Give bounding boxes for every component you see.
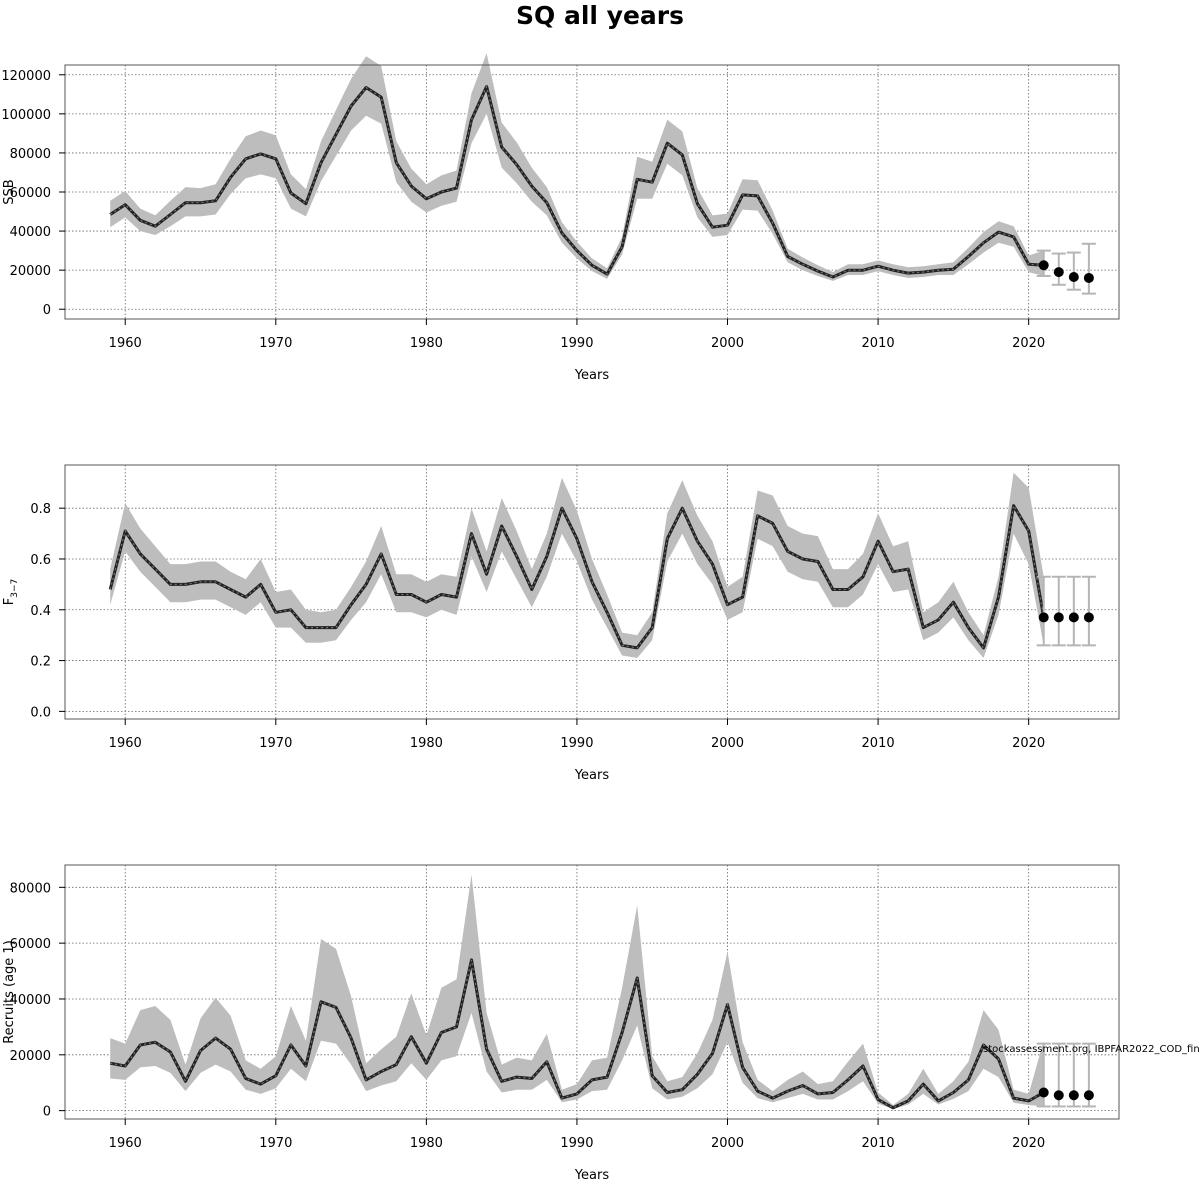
f-forecast-point <box>1038 612 1049 623</box>
f-x-tick-label: 2000 <box>711 736 744 751</box>
f-x-axis-label: Years <box>574 768 610 783</box>
f-y-tick-label: 0.6 <box>30 553 51 568</box>
f-forecast-point <box>1053 612 1064 623</box>
recruits-x-tick-label: 1970 <box>259 1136 292 1151</box>
recruits-y-tick-label: 40000 <box>10 993 51 1008</box>
f-x-tick-label: 1980 <box>410 736 443 751</box>
ssb-forecast-point <box>1068 271 1079 282</box>
recruits-forecast-point <box>1083 1090 1094 1101</box>
recruits-x-tick-label: 2010 <box>862 1136 895 1151</box>
recruits-x-tick-label: 1960 <box>109 1136 142 1151</box>
ssb-x-tick-label: 2010 <box>862 336 895 351</box>
ssb-y-tick-label: 20000 <box>10 264 51 279</box>
ssb-y-tick-label: 0 <box>43 303 51 318</box>
ssb-forecast-point <box>1038 260 1049 271</box>
recruits-plot-frame <box>64 864 1120 1120</box>
ssb-x-axis-label: Years <box>574 368 610 383</box>
ssb-forecast-point <box>1053 267 1064 278</box>
ssb-y-tick-label: 100000 <box>1 108 51 123</box>
ssb-forecast-point <box>1083 272 1094 283</box>
ssb-x-tick-label: 1960 <box>109 336 142 351</box>
ssb-y-tick-label: 120000 <box>1 69 51 84</box>
f-y-axis-label: F3−7 <box>2 579 20 605</box>
recruits-forecast-point <box>1068 1090 1079 1101</box>
chart-title: SQ all years <box>515 1 684 30</box>
recruits-x-tick-label: 2020 <box>1012 1136 1045 1151</box>
f-y-tick-label: 0.2 <box>30 655 51 670</box>
f-x-tick-label: 1960 <box>109 736 142 751</box>
f-y-tick-label: 0.8 <box>30 502 51 517</box>
f-x-tick-label: 2020 <box>1012 736 1045 751</box>
recruits-forecast-point <box>1053 1090 1064 1101</box>
f-x-tick-label: 1990 <box>560 736 593 751</box>
ssb-y-axis-label: SSB <box>2 179 17 204</box>
ssb-estimate-dotted-line <box>109 84 1044 278</box>
ssb-y-tick-label: 60000 <box>10 186 51 201</box>
ssb-y-tick-label: 80000 <box>10 147 51 162</box>
recruits-confidence-band <box>110 874 1044 1110</box>
recruits-y-tick-label: 60000 <box>10 937 51 952</box>
recruits-y-axis-label: Recruits (age 1) <box>2 940 17 1044</box>
f-forecast-point <box>1068 612 1079 623</box>
ssb-x-tick-label: 2020 <box>1012 336 1045 351</box>
recruits-forecast-point <box>1038 1087 1049 1098</box>
ssb-x-tick-label: 1990 <box>560 336 593 351</box>
ssb-y-tick-label: 40000 <box>10 225 51 240</box>
f-forecast-point <box>1083 612 1094 623</box>
ssb-x-tick-label: 1980 <box>410 336 443 351</box>
f-confidence-band <box>110 472 1044 658</box>
ssb-panel: 1960 1970 1980 1990 2000 2010 2020 0 20000 40000 6… <box>1 53 1120 383</box>
recruits-x-tick-label: 1980 <box>410 1136 443 1151</box>
recruits-estimate-dotted-line <box>110 959 1044 1109</box>
recruits-x-tick-label: 1990 <box>560 1136 593 1151</box>
recruits-y-tick-label: 20000 <box>10 1049 51 1064</box>
f-x-tick-label: 1970 <box>259 736 292 751</box>
f-estimate-dotted-line <box>109 503 1045 650</box>
recruits-y-tick-label: 0 <box>43 1105 51 1120</box>
ssb-x-tick-label: 1970 <box>259 336 292 351</box>
recruits-panel: 1960 1970 1980 1990 2000 2010 2020 0 20000 40000 6… <box>2 864 1120 1183</box>
recruits-y-tick-label: 80000 <box>10 881 51 896</box>
f-panel: 1960 1970 1980 1990 2000 2010 2020 0.0 0.2 0.4 0.6… <box>2 464 1120 783</box>
f-y-tick-label: 0.4 <box>30 604 51 619</box>
f-plot-frame <box>64 464 1120 720</box>
f-x-tick-label: 2010 <box>862 736 895 751</box>
ssb-x-tick-label: 2000 <box>711 336 744 351</box>
recruits-x-tick-label: 2000 <box>711 1136 744 1151</box>
f-y-tick-label: 0.0 <box>30 705 51 720</box>
recruits-x-axis-label: Years <box>574 1168 610 1183</box>
ssb-confidence-band <box>110 53 1044 281</box>
watermark-text: stockassessment.org, IBPFAR2022_COD_fina… <box>983 1044 1200 1055</box>
